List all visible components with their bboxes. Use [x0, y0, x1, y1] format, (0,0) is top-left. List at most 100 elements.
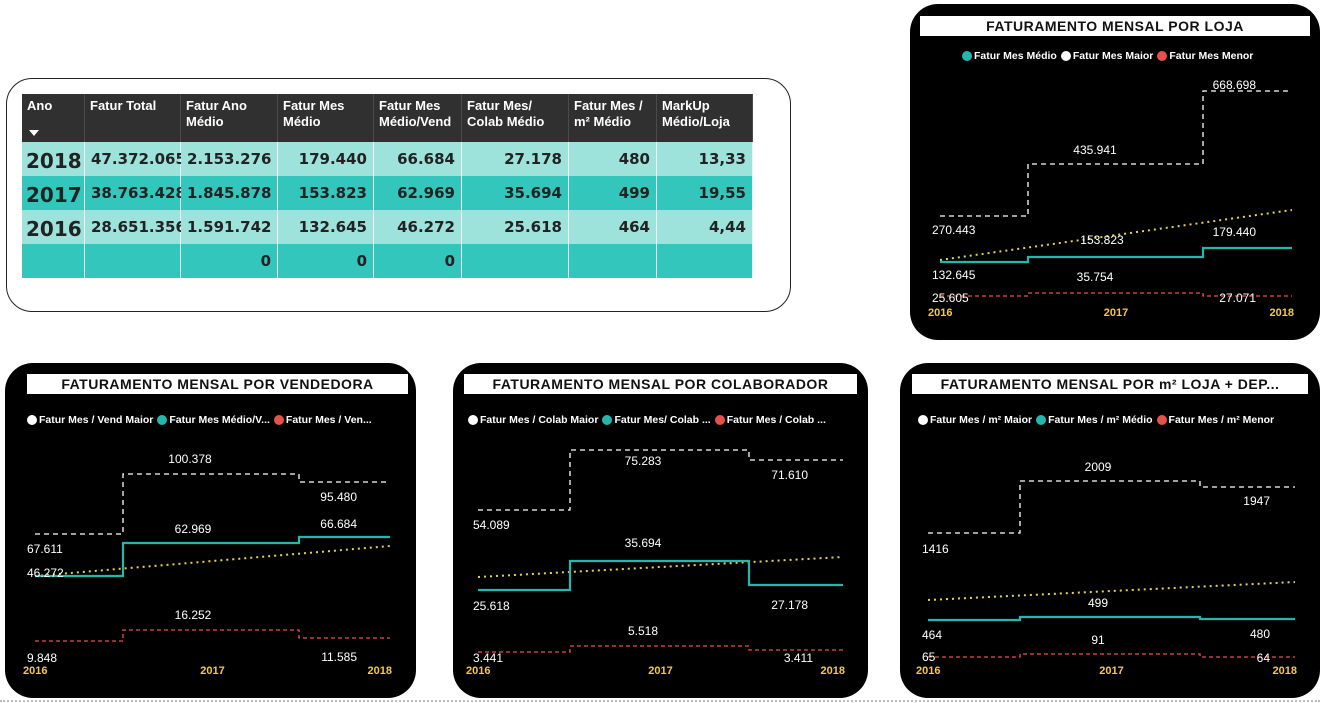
table-cell: 35.694	[462, 176, 569, 210]
legend-item[interactable]: Fatur Mes / m² Médio	[1036, 414, 1153, 426]
legend-dot-icon	[1036, 415, 1047, 425]
chart-legend[interactable]: Fatur Mes / Vend Maior Fatur Mes Médio/V.…	[27, 414, 376, 426]
chart-panel-colaborador: FATURAMENTO MENSAL POR COLABORADOR Fatur …	[453, 363, 868, 698]
table-cell: 153.823	[278, 176, 374, 210]
column-header[interactable]: Fatur Mes / m² Médio	[569, 94, 657, 142]
page-bottom-rule	[0, 700, 1320, 702]
legend-dot-icon	[157, 415, 168, 425]
table-cell: 1.591.742	[181, 210, 278, 244]
column-header[interactable]: MarkUp Médio/Loja	[657, 94, 753, 142]
chart-title: FATURAMENTO MENSAL POR LOJA	[920, 16, 1310, 36]
table-cell	[462, 244, 569, 278]
table-cell: 0	[278, 244, 374, 278]
data-label: 46.272	[27, 566, 64, 580]
data-label: 153.823	[1080, 233, 1124, 247]
legend-dot-icon	[1157, 51, 1168, 61]
legend-label: Fatur Mes / Colab ...	[726, 414, 826, 426]
legend-label: Fatur Mes / Ven...	[285, 414, 372, 426]
data-label: 668.698	[1213, 78, 1257, 92]
table-cell: 27.178	[462, 142, 569, 176]
series-line-max	[928, 480, 1295, 534]
chart-legend[interactable]: Fatur Mes Médio Fatur Mes Maior Fatur Mes …	[962, 50, 1257, 62]
data-label: 3.441	[473, 651, 503, 665]
legend-item[interactable]: Fatur Mes Maior	[1060, 50, 1154, 62]
table-cell: 46.272	[374, 210, 462, 244]
x-tick-label: 2018	[368, 665, 392, 677]
legend-item[interactable]: Fatur Mes / m² Maior	[918, 414, 1032, 426]
table-cell: 2.153.276	[181, 142, 278, 176]
column-header[interactable]: Ano	[22, 94, 85, 142]
x-tick-label: 2016	[928, 307, 952, 319]
legend-item[interactable]: Fatur Mes / m² Menor	[1156, 414, 1274, 426]
series-line-min	[478, 645, 843, 653]
column-header[interactable]: Fatur Ano Médio	[181, 94, 278, 142]
legend-item[interactable]: Fatur Mes Médio	[962, 50, 1057, 62]
chart-title: FATURAMENTO MENSAL POR m² LOJA + DEP...	[912, 374, 1308, 394]
data-label: 464	[922, 628, 942, 642]
data-label: 179.440	[1213, 225, 1257, 239]
chart-legend[interactable]: Fatur Mes / Colab Maior Fatur Mes/ Colab …	[468, 414, 830, 426]
series-line-min	[35, 629, 390, 642]
legend-dot-icon	[27, 415, 37, 425]
data-label: 67.611	[27, 542, 63, 556]
chart-plot: 1416 2009 1947 464 499 480 65 91 64 2016 2017 2018	[916, 460, 1297, 677]
table-cell: 66.684	[374, 142, 462, 176]
legend-label: Fatur Mes Menor	[1169, 50, 1254, 62]
legend-item[interactable]: Fatur Mes / Colab ...	[714, 414, 826, 426]
data-label: 65	[922, 650, 936, 664]
column-header[interactable]: Fatur Total	[85, 94, 181, 142]
sort-down-icon[interactable]	[29, 130, 39, 136]
data-label: 91	[1091, 633, 1105, 647]
legend-item[interactable]: Fatur Mes Menor	[1157, 50, 1253, 62]
summary-table: Ano Fatur Total Fatur Ano Médio Fatur Mes M…	[22, 94, 753, 278]
table-cell: 13,33	[657, 142, 753, 176]
series-line-max	[35, 473, 390, 535]
data-label: 1947	[1243, 494, 1270, 508]
table-cell: 132.645	[278, 210, 374, 244]
column-header[interactable]: Fatur Mes Médio/Vend	[374, 94, 462, 142]
data-label: 132.645	[932, 268, 976, 282]
table-cell: 0	[374, 244, 462, 278]
table-cell: 1.845.878	[181, 176, 278, 210]
trend-line	[34, 545, 391, 577]
table-cell: 47.372.065	[85, 142, 186, 176]
chart-panel-vendedora: FATURAMENTO MENSAL POR VENDEDORA Fatur Me…	[5, 363, 416, 698]
legend-item[interactable]: Fatur Mes / Ven...	[273, 414, 372, 426]
legend-item[interactable]: Fatur Mes / Vend Maior	[27, 414, 153, 426]
table-cell: 480	[569, 142, 657, 176]
data-label: 54.089	[473, 518, 510, 532]
chart-plot: 54.089 75.283 71.610 25.618 35.694 27.178 3.44…	[466, 449, 845, 677]
legend-item[interactable]: Fatur Mes Médio/V...	[157, 414, 270, 426]
chart-panel-m2: FATURAMENTO MENSAL POR m² LOJA + DEP... F…	[900, 363, 1320, 698]
legend-item[interactable]: Fatur Mes/ Colab ...	[602, 414, 711, 426]
chart-legend[interactable]: Fatur Mes / m² Maior Fatur Mes / m² Médio…	[918, 414, 1278, 426]
data-label: 2009	[1085, 460, 1112, 474]
data-label: 3.411	[784, 651, 813, 665]
column-header[interactable]: Fatur Mes Médio	[278, 94, 374, 142]
series-line-main	[478, 559, 843, 592]
data-label: 27.178	[771, 598, 808, 612]
table-cell: 0	[181, 244, 278, 278]
legend-dot-icon	[962, 51, 972, 61]
table-cell: 499	[569, 176, 657, 210]
chart-title: FATURAMENTO MENSAL POR VENDEDORA	[27, 374, 408, 394]
column-header[interactable]: Fatur Mes/ Colab Médio	[462, 94, 569, 142]
x-tick-label: 2017	[200, 665, 224, 677]
x-tick-label: 2018	[821, 665, 845, 677]
legend-label: Fatur Mes / m² Médio	[1048, 414, 1153, 426]
series-line-max	[940, 90, 1292, 217]
data-label: 25.618	[473, 599, 510, 613]
legend-dot-icon	[468, 415, 478, 425]
x-tick-label: 2016	[916, 665, 940, 677]
chart-title: FATURAMENTO MENSAL POR COLABORADOR	[464, 374, 857, 394]
table-cell	[85, 244, 181, 278]
legend-label: Fatur Mes / m² Maior	[930, 414, 1033, 426]
table-cell: 28.651.356	[85, 210, 186, 244]
legend-label: Fatur Mes Médio	[974, 50, 1057, 62]
legend-label: Fatur Mes Médio/V...	[169, 414, 270, 426]
table-cell: 464	[569, 210, 657, 244]
legend-item[interactable]: Fatur Mes / Colab Maior	[468, 414, 598, 426]
legend-label: Fatur Mes / Vend Maior	[39, 414, 154, 426]
table-cell: 4,44	[657, 210, 753, 244]
legend-label: Fatur Mes Maior	[1072, 50, 1154, 62]
